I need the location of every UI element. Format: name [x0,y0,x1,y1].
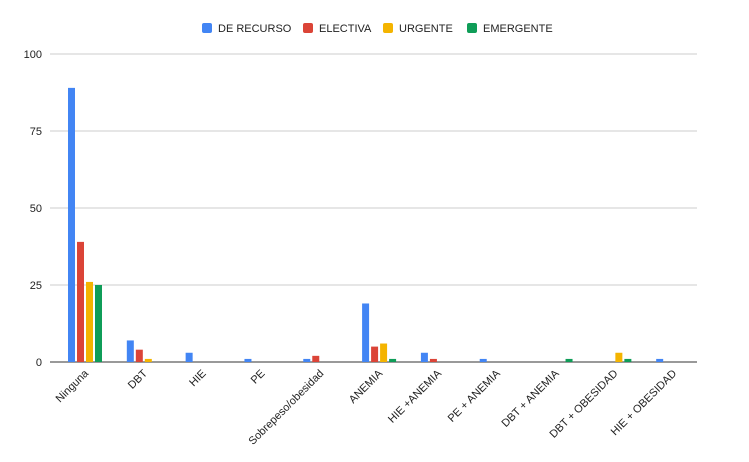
gridlines [50,53,697,363]
bar-2-2 [135,349,143,362]
legend-swatch-2 [303,23,313,33]
x-tick-label-7: HIE +ANEMIA [386,367,444,425]
legend-label-4: EMERGENTE [483,23,553,35]
bar-1-5 [303,358,311,362]
bar-3-1 [86,281,93,362]
y-tick-label-0: 0 [36,357,42,369]
y-tick-label-25: 25 [30,280,42,292]
x-tick-label-11: HIE + OBESIDAD [609,368,680,439]
legend-label-1: DE RECURSO [218,23,292,35]
legend: DE RECURSO ELECTIVA URGENTE EMERGENTE [202,23,553,35]
y-tick-label-50: 50 [30,203,42,215]
bar-1-4 [244,358,252,362]
bar-1-1 [68,87,75,362]
x-tick-label-2: DBT [126,367,150,391]
y-tick-label-100: 100 [24,49,42,61]
x-tick-label-4: PE [249,368,268,387]
bar-1-6 [362,303,370,362]
legend-label-2: ELECTIVA [319,23,372,35]
x-tick-label-1: Ninguna [54,367,92,405]
legend-label-3: URGENTE [399,23,453,35]
x-tick-label-6: ANEMIA [347,367,386,406]
legend-swatch-4 [467,23,477,33]
legend-swatch-3 [383,23,393,33]
y-tick-label-75: 75 [30,126,42,138]
bar-4-9 [565,358,573,362]
bar-3-10 [615,352,623,362]
bars [68,87,664,362]
bar-3-2 [144,358,152,362]
bar-2-6 [371,346,379,362]
bar-1-7 [420,352,428,362]
bar-4-10 [624,358,632,362]
x-tick-label-9: DBT + ANEMIA [500,367,563,430]
bar-4-6 [389,358,397,362]
y-axis-ticks: 0 25 50 75 100 [24,49,42,369]
bar-3-6 [380,343,388,362]
bar-1-11 [656,358,664,362]
bar-4-1 [95,285,102,362]
bar-1-8 [479,358,487,362]
bar-2-5 [312,355,320,362]
x-tick-label-3: HIE [187,368,208,389]
bar-2-7 [429,358,437,362]
bar-2-1 [77,241,84,362]
x-tick-label-8: PE + ANEMIA [446,367,504,425]
bar-1-3 [185,352,193,362]
legend-swatch-1 [202,23,212,33]
bar-1-2 [126,340,134,362]
